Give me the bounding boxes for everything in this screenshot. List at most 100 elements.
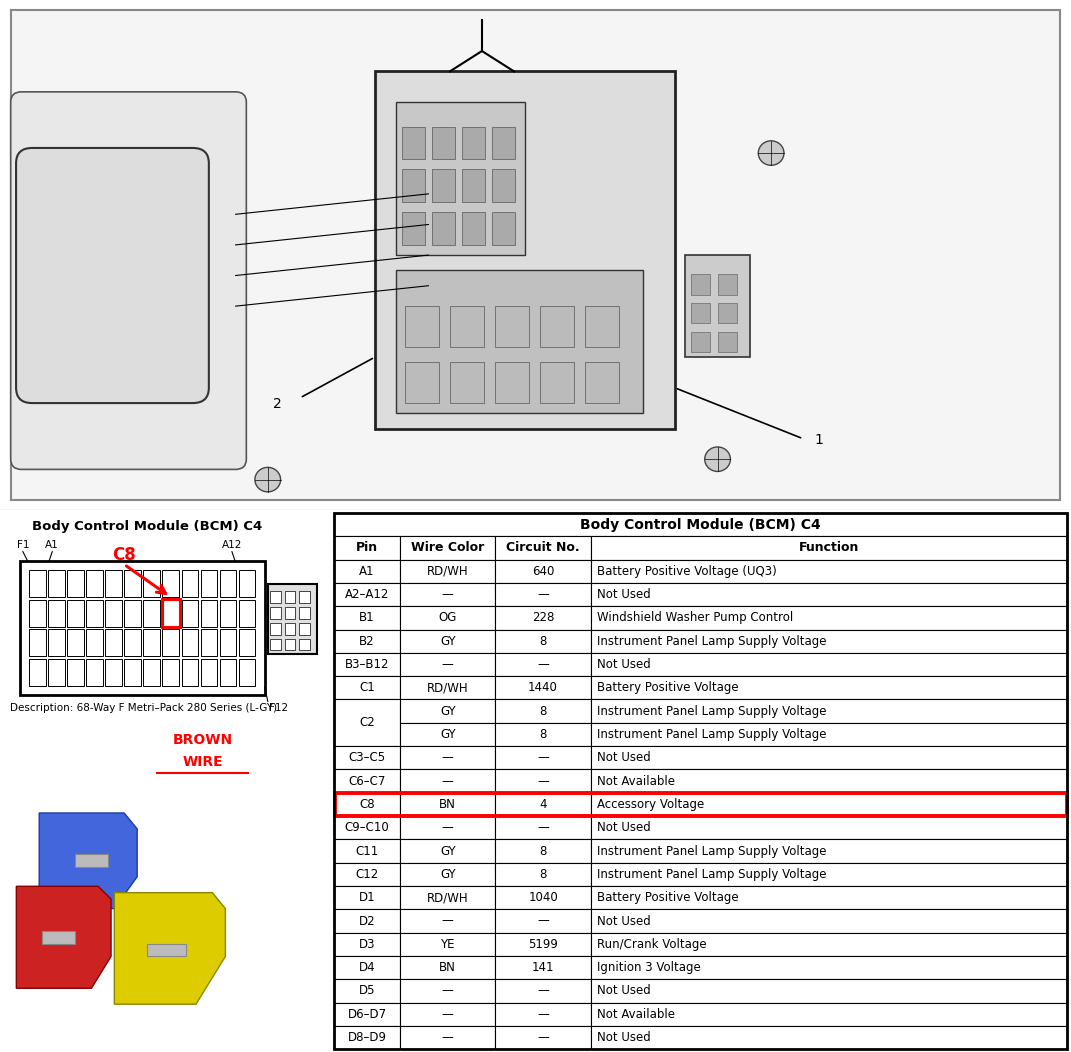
Text: WIRE: WIRE — [182, 755, 223, 769]
Bar — [496, 909, 591, 933]
Bar — [401, 863, 496, 886]
Bar — [48, 600, 64, 627]
Bar — [239, 629, 255, 656]
Bar — [401, 839, 496, 863]
Bar — [496, 723, 591, 746]
Bar — [285, 623, 296, 634]
Bar — [591, 839, 1068, 863]
Bar — [585, 306, 619, 347]
Bar — [591, 653, 1068, 676]
Bar — [401, 723, 496, 746]
Text: BN: BN — [439, 797, 456, 811]
Text: Not Used: Not Used — [597, 658, 650, 671]
Text: F12: F12 — [270, 703, 288, 713]
Bar — [334, 1003, 401, 1026]
Bar — [685, 256, 750, 358]
Bar — [299, 607, 310, 619]
Bar — [334, 513, 1068, 537]
Text: Battery Positive Voltage: Battery Positive Voltage — [597, 891, 738, 905]
Bar — [334, 676, 401, 700]
Text: —: — — [442, 822, 454, 834]
Text: Not Used: Not Used — [597, 588, 650, 601]
Text: C9–C10: C9–C10 — [345, 822, 390, 834]
Bar — [405, 306, 439, 347]
Bar — [496, 537, 591, 560]
Bar — [492, 213, 515, 245]
Text: Battery Positive Voltage: Battery Positive Voltage — [597, 682, 738, 694]
Bar — [401, 793, 496, 816]
Text: —: — — [538, 822, 549, 834]
Text: C12: C12 — [356, 868, 379, 881]
Text: C3–C5: C3–C5 — [348, 751, 386, 765]
Bar — [496, 1003, 591, 1026]
Text: —: — — [538, 751, 549, 765]
Bar — [67, 659, 84, 686]
Text: BROWN: BROWN — [172, 732, 232, 747]
Text: A2–A12: A2–A12 — [345, 588, 389, 601]
Bar — [591, 676, 1068, 700]
Bar — [87, 600, 103, 627]
Text: YE: YE — [440, 937, 455, 951]
Bar — [67, 629, 84, 656]
Bar — [299, 591, 310, 603]
Text: 5199: 5199 — [528, 937, 558, 951]
Bar — [144, 659, 160, 686]
Text: Body Control Module (BCM) C4: Body Control Module (BCM) C4 — [580, 518, 821, 531]
Bar — [334, 839, 401, 863]
Bar — [181, 629, 198, 656]
Bar — [492, 126, 515, 159]
Bar — [29, 659, 45, 686]
Bar — [495, 362, 529, 403]
Bar — [432, 126, 455, 159]
Bar — [591, 746, 1068, 769]
Bar — [105, 600, 122, 627]
Bar — [163, 659, 179, 686]
Text: RD/WH: RD/WH — [427, 891, 468, 905]
Text: —: — — [538, 914, 549, 928]
Text: C8: C8 — [359, 797, 375, 811]
Polygon shape — [40, 813, 137, 909]
Bar — [163, 629, 179, 656]
Bar — [334, 863, 401, 886]
Text: Function: Function — [799, 542, 859, 554]
Bar — [87, 629, 103, 656]
Text: 8: 8 — [540, 728, 546, 741]
Bar — [492, 169, 515, 202]
Bar — [334, 629, 401, 653]
Bar — [285, 639, 296, 650]
Bar — [401, 653, 496, 676]
Polygon shape — [16, 886, 111, 988]
Bar — [496, 886, 591, 909]
Bar — [105, 570, 122, 598]
Bar — [334, 979, 401, 1003]
Bar — [585, 362, 619, 403]
Bar — [591, 793, 1068, 816]
Bar — [220, 600, 236, 627]
Text: Ignition 3 Voltage: Ignition 3 Voltage — [597, 962, 700, 974]
Bar — [271, 607, 281, 619]
Text: —: — — [538, 658, 549, 671]
Bar — [67, 600, 84, 627]
Text: —: — — [538, 588, 549, 601]
Bar — [299, 623, 310, 634]
Bar — [29, 570, 45, 598]
Text: GY: GY — [440, 728, 455, 741]
Text: C1: C1 — [359, 682, 375, 694]
Bar — [405, 362, 439, 403]
Text: Not Available: Not Available — [597, 1008, 675, 1020]
Bar — [285, 607, 296, 619]
Bar — [334, 816, 401, 839]
Text: D1: D1 — [359, 891, 376, 905]
Bar — [496, 816, 591, 839]
Text: 2: 2 — [273, 398, 282, 411]
Bar — [591, 863, 1068, 886]
Bar — [334, 700, 401, 746]
Text: C8: C8 — [112, 546, 136, 564]
Text: B2: B2 — [359, 634, 375, 648]
Bar — [48, 629, 64, 656]
Bar — [401, 956, 496, 979]
Bar — [496, 839, 591, 863]
Bar — [200, 600, 217, 627]
Text: F1: F1 — [17, 540, 29, 550]
Bar — [462, 169, 485, 202]
